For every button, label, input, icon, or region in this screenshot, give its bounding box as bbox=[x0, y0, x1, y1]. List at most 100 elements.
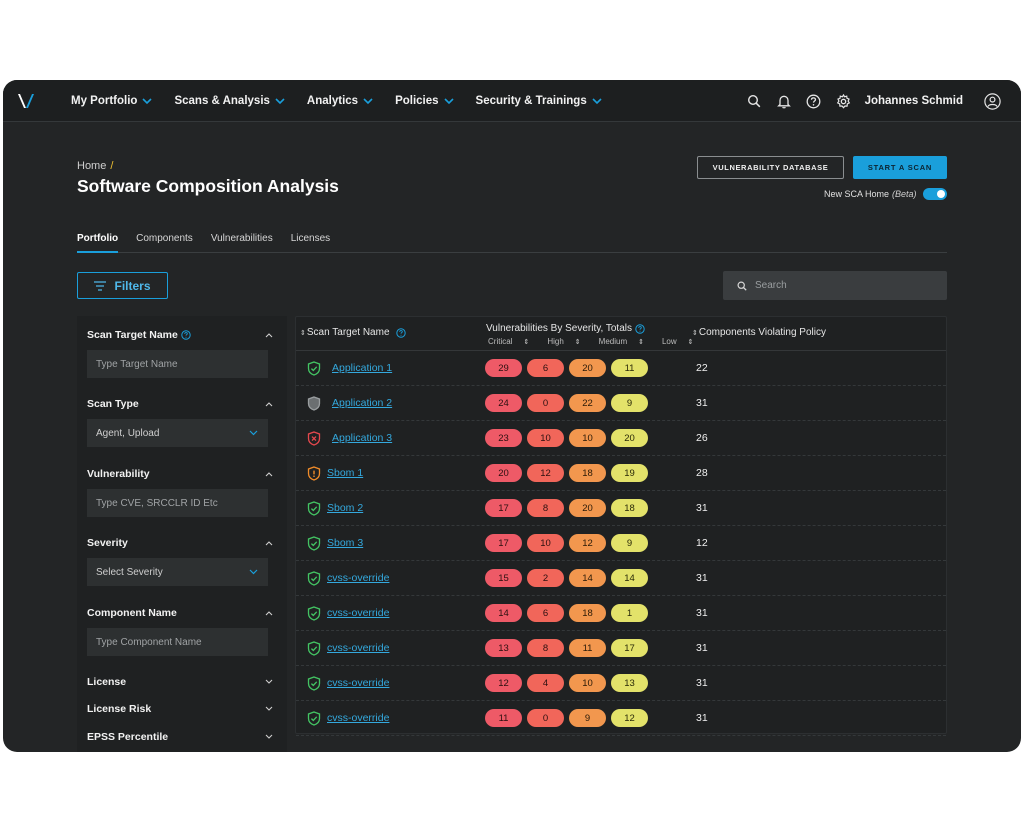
low-count-badge[interactable]: 12 bbox=[611, 709, 648, 727]
filter-header[interactable]: License Risk bbox=[87, 702, 273, 716]
scan-target-link[interactable]: Application 3 bbox=[332, 432, 393, 444]
medium-count-badge[interactable]: 22 bbox=[569, 394, 606, 412]
medium-count-badge[interactable]: 10 bbox=[569, 674, 606, 692]
table-row[interactable]: Sbom 1 20 12 18 19 28 bbox=[296, 456, 946, 491]
medium-count-badge[interactable]: 18 bbox=[569, 464, 606, 482]
new-sca-home-toggle[interactable] bbox=[922, 188, 947, 200]
low-count-badge[interactable]: 17 bbox=[611, 639, 648, 657]
column-header-low[interactable]: Low ⇕ bbox=[662, 337, 703, 346]
column-header-critical[interactable]: Critical ⇕ bbox=[488, 337, 538, 346]
filter-header[interactable]: Severity bbox=[87, 536, 273, 550]
table-row[interactable]: cvss-override 12 4 10 13 31 bbox=[296, 666, 946, 701]
low-count-badge[interactable]: 9 bbox=[611, 534, 648, 552]
vulnerability-input[interactable] bbox=[87, 489, 268, 517]
medium-count-badge[interactable]: 20 bbox=[569, 359, 606, 377]
medium-count-badge[interactable]: 9 bbox=[569, 709, 606, 727]
critical-count-badge[interactable]: 24 bbox=[485, 394, 522, 412]
tab-vulnerabilities[interactable]: Vulnerabilities bbox=[210, 233, 273, 244]
severity-select[interactable]: Select Severity bbox=[87, 558, 268, 586]
filter-header[interactable]: License bbox=[87, 675, 273, 689]
scan-target-link[interactable]: cvss-override bbox=[327, 572, 390, 584]
table-row[interactable]: cvss-override 14 6 18 1 31 bbox=[296, 596, 946, 631]
low-count-badge[interactable]: 20 bbox=[611, 429, 648, 447]
tab-licenses[interactable]: Licenses bbox=[290, 233, 331, 244]
veracode-logo-icon[interactable] bbox=[17, 92, 35, 110]
breadcrumb-home[interactable]: Home bbox=[77, 160, 107, 172]
user-name[interactable]: Johannes Schmid bbox=[864, 95, 963, 107]
scan-target-link[interactable]: cvss-override bbox=[327, 642, 390, 654]
scan-target-link[interactable]: Sbom 3 bbox=[327, 537, 364, 549]
scan-target-link[interactable]: cvss-override bbox=[327, 712, 390, 724]
high-count-badge[interactable]: 2 bbox=[527, 569, 564, 587]
critical-count-badge[interactable]: 17 bbox=[485, 499, 522, 517]
column-header-components-violating-policy[interactable]: ⇕Components Violating Policy bbox=[692, 327, 826, 338]
critical-count-badge[interactable]: 14 bbox=[485, 604, 522, 622]
high-count-badge[interactable]: 6 bbox=[527, 359, 564, 377]
medium-count-badge[interactable]: 18 bbox=[569, 604, 606, 622]
gear-icon[interactable] bbox=[835, 92, 853, 110]
bell-icon[interactable] bbox=[775, 92, 793, 110]
table-row[interactable]: cvss-override 15 2 14 14 31 bbox=[296, 561, 946, 596]
table-row[interactable]: cvss-override 13 8 11 17 31 bbox=[296, 631, 946, 666]
scan-target-link[interactable]: Application 2 bbox=[332, 397, 393, 409]
low-count-badge[interactable]: 13 bbox=[611, 674, 648, 692]
table-row[interactable]: Sbom 2 17 8 20 18 31 bbox=[296, 491, 946, 526]
column-header-medium[interactable]: Medium ⇕ bbox=[599, 337, 653, 346]
user-avatar-icon[interactable] bbox=[983, 92, 1001, 110]
high-count-badge[interactable]: 8 bbox=[527, 499, 564, 517]
scan-target-link[interactable]: Application 1 bbox=[332, 362, 393, 374]
info-icon[interactable] bbox=[395, 327, 406, 338]
filters-button[interactable]: Filters bbox=[77, 272, 168, 299]
filter-header[interactable]: Component Name bbox=[87, 606, 273, 620]
high-count-badge[interactable]: 4 bbox=[527, 674, 564, 692]
column-header-scan-target-name[interactable]: ⇕ Scan Target Name bbox=[300, 327, 406, 338]
table-row[interactable]: Sbom 3 17 10 12 9 12 bbox=[296, 526, 946, 561]
scan-target-link[interactable]: Sbom 1 bbox=[327, 467, 364, 479]
table-row[interactable]: cvss-override 11 0 9 12 31 bbox=[296, 701, 946, 736]
table-row[interactable]: Application 2 24 0 22 9 31 bbox=[296, 386, 946, 421]
table-row[interactable]: Application 1 29 6 20 11 22 bbox=[296, 351, 946, 386]
low-count-badge[interactable]: 9 bbox=[611, 394, 648, 412]
scan-target-link[interactable]: Sbom 2 bbox=[327, 502, 364, 514]
high-count-badge[interactable]: 0 bbox=[527, 709, 564, 727]
nav-analytics[interactable]: Analytics bbox=[307, 95, 373, 107]
low-count-badge[interactable]: 11 bbox=[611, 359, 648, 377]
scan-target-link[interactable]: cvss-override bbox=[327, 607, 390, 619]
scan-target-name-input[interactable] bbox=[87, 350, 268, 378]
component-name-input[interactable] bbox=[87, 628, 268, 656]
high-count-badge[interactable]: 8 bbox=[527, 639, 564, 657]
low-count-badge[interactable]: 1 bbox=[611, 604, 648, 622]
critical-count-badge[interactable]: 13 bbox=[485, 639, 522, 657]
high-count-badge[interactable]: 12 bbox=[527, 464, 564, 482]
vulnerability-database-button[interactable]: VULNERABILITY DATABASE bbox=[697, 156, 844, 179]
critical-count-badge[interactable]: 29 bbox=[485, 359, 522, 377]
nav-scans-analysis[interactable]: Scans & Analysis bbox=[174, 95, 285, 107]
tab-components[interactable]: Components bbox=[136, 233, 193, 244]
high-count-badge[interactable]: 6 bbox=[527, 604, 564, 622]
low-count-badge[interactable]: 14 bbox=[611, 569, 648, 587]
high-count-badge[interactable]: 10 bbox=[527, 534, 564, 552]
critical-count-badge[interactable]: 15 bbox=[485, 569, 522, 587]
start-scan-button[interactable]: START A SCAN bbox=[853, 156, 947, 179]
high-count-badge[interactable]: 10 bbox=[527, 429, 564, 447]
medium-count-badge[interactable]: 11 bbox=[569, 639, 606, 657]
medium-count-badge[interactable]: 10 bbox=[569, 429, 606, 447]
column-header-high[interactable]: High ⇕ bbox=[547, 337, 589, 346]
tab-portfolio[interactable]: Portfolio bbox=[77, 230, 119, 253]
critical-count-badge[interactable]: 23 bbox=[485, 429, 522, 447]
medium-count-badge[interactable]: 12 bbox=[569, 534, 606, 552]
medium-count-badge[interactable]: 14 bbox=[569, 569, 606, 587]
filter-header[interactable]: Scan Target Name bbox=[87, 328, 273, 342]
critical-count-badge[interactable]: 20 bbox=[485, 464, 522, 482]
high-count-badge[interactable]: 0 bbox=[527, 394, 564, 412]
filter-header[interactable]: Vulnerability bbox=[87, 467, 273, 481]
critical-count-badge[interactable]: 12 bbox=[485, 674, 522, 692]
info-icon[interactable] bbox=[635, 323, 645, 334]
low-count-badge[interactable]: 18 bbox=[611, 499, 648, 517]
low-count-badge[interactable]: 19 bbox=[611, 464, 648, 482]
help-icon[interactable] bbox=[805, 92, 823, 110]
nav-security-trainings[interactable]: Security & Trainings bbox=[476, 95, 602, 107]
search-icon[interactable] bbox=[745, 92, 763, 110]
info-icon[interactable] bbox=[181, 330, 191, 340]
nav-policies[interactable]: Policies bbox=[395, 95, 454, 107]
